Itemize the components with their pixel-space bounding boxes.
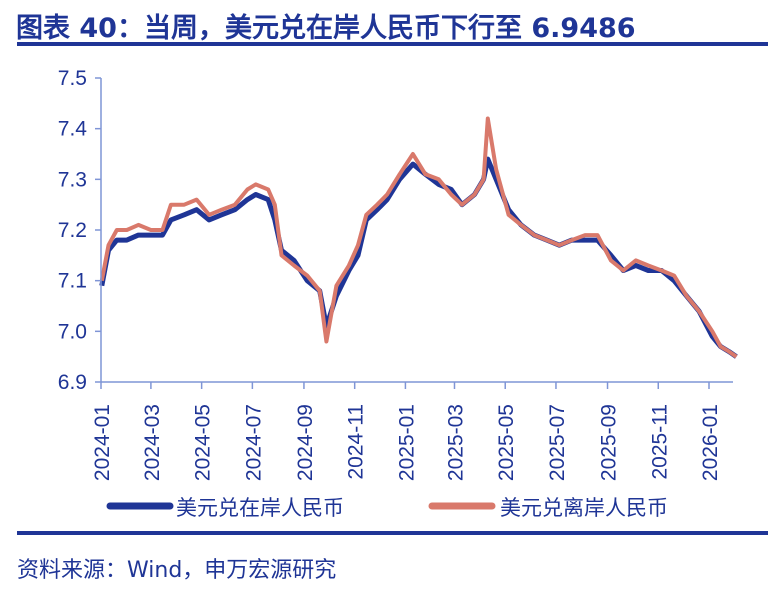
source-rule [17,531,768,535]
source-note: 资料来源：Wind，申万宏源研究 [17,558,337,583]
series-line-offshore [99,116,738,359]
y-tick-label: 7.2 [58,219,87,242]
y-tick-label: 7.0 [58,320,87,343]
x-tick-label: 2024-09 [294,404,317,481]
x-tick-label: 2024-05 [192,404,215,481]
legend-label: 美元兑在岸人民币 [176,496,344,520]
x-tick-label: 2025-01 [395,404,418,481]
x-tick-label: 2025-11 [648,404,671,480]
x-tick-label: 2024-07 [242,404,265,481]
y-tick-label: 6.9 [58,371,87,394]
series-line-onshore [99,156,738,359]
y-tick-label: 7.5 [58,67,87,90]
x-tick-label: 2025-09 [598,404,621,481]
title-rule [17,42,768,46]
y-tick-label: 7.1 [58,270,87,293]
y-tick-label: 7.3 [58,168,87,191]
x-tick-label: 2024-11 [345,404,368,480]
x-tick-label: 2025-05 [495,404,518,481]
x-tick-label: 2026-01 [699,404,722,481]
x-tick-label: 2025-03 [444,404,467,481]
legend-label: 美元兑离岸人民币 [500,496,668,520]
chart-title: 图表 40：当周，美元兑在岸人民币下行至 6.9486 [16,13,636,44]
x-tick-label: 2025-07 [546,404,569,481]
x-tick-label: 2024-01 [91,404,114,481]
y-tick-label: 7.4 [58,118,88,141]
x-tick-label: 2024-03 [141,404,164,481]
